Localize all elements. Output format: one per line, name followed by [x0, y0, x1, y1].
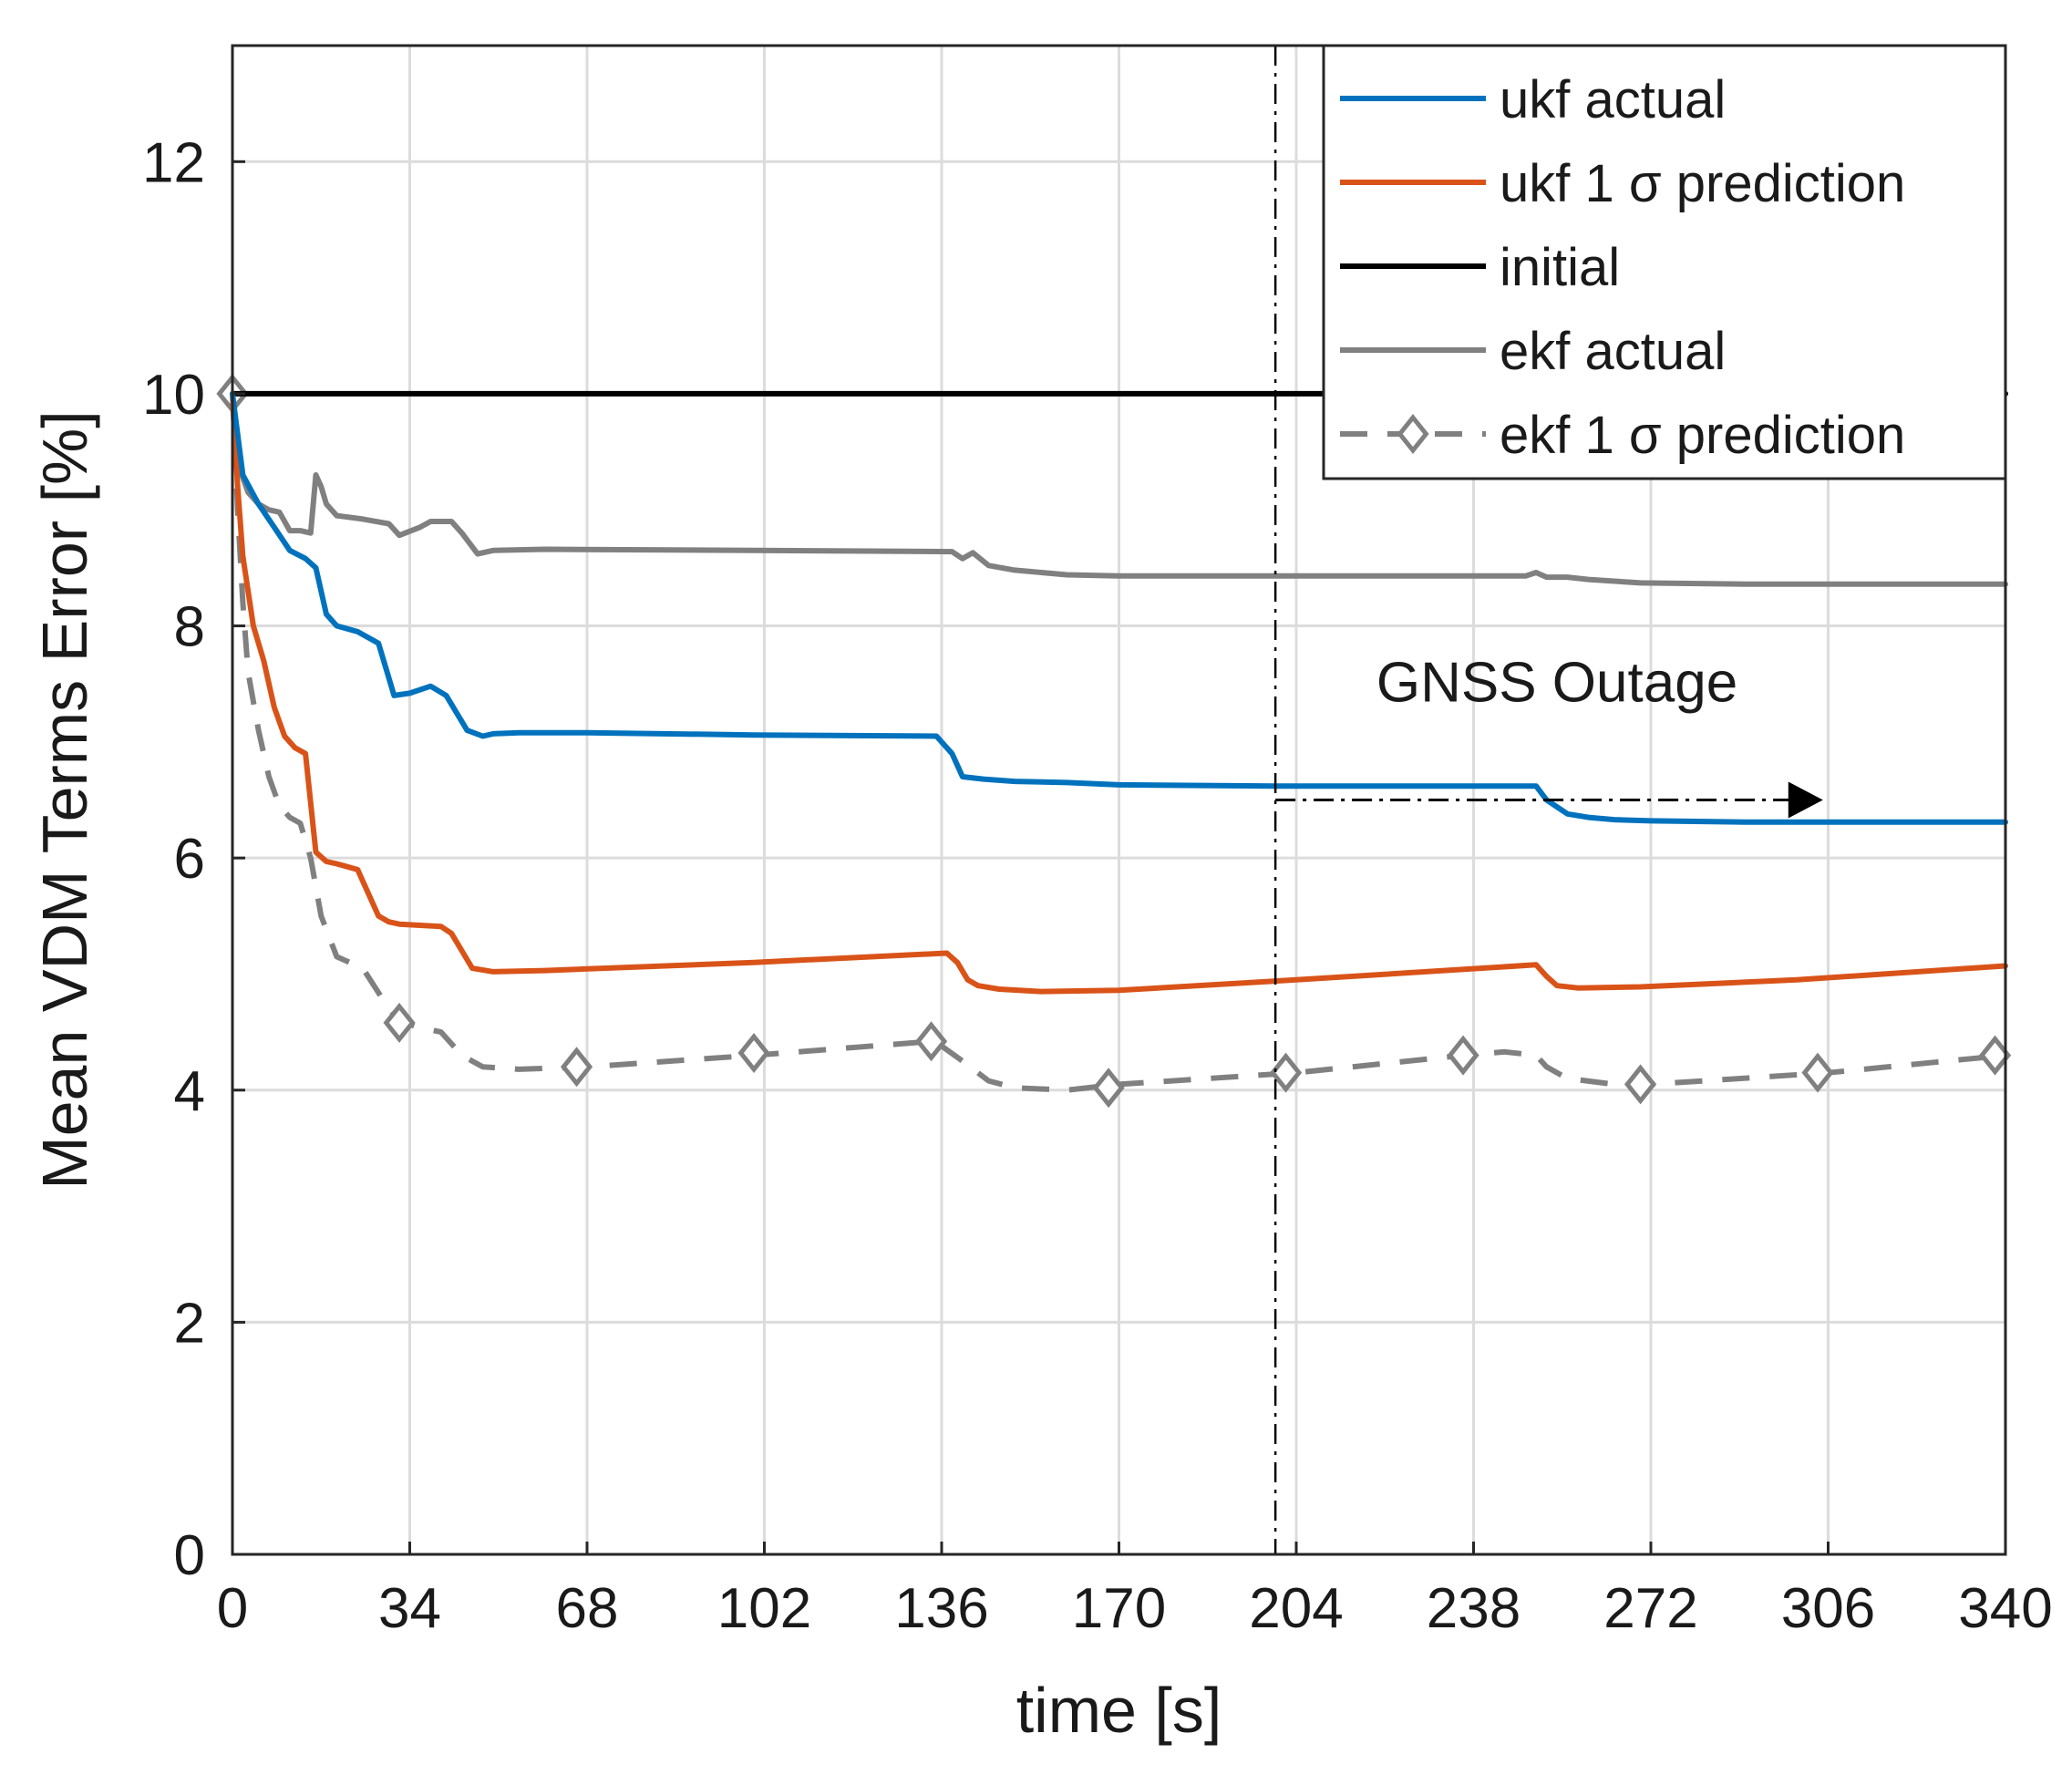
- y-tick-label: 0: [174, 1524, 205, 1587]
- series-marker-ekf-1-prediction: [1092, 1068, 1125, 1109]
- legend-label-ukf-1-prediction: ukf 1 σ prediction: [1500, 154, 1905, 213]
- series-line-ukf-actual: [230, 390, 2008, 825]
- legend-label-ekf-1-prediction: ekf 1 σ prediction: [1500, 406, 1905, 465]
- legend-label-ekf-actual: ekf actual: [1500, 322, 1726, 381]
- y-tick-label: 4: [174, 1060, 205, 1123]
- x-tick-label: 306: [1781, 1577, 1875, 1640]
- series-layer: [216, 373, 2012, 1109]
- x-tick-label: 34: [378, 1577, 441, 1640]
- x-tick-label: 238: [1427, 1577, 1520, 1640]
- legend-box: [1322, 44, 2007, 480]
- y-tick-label: 2: [174, 1292, 205, 1355]
- series-line-ekf-actual: [230, 390, 2008, 587]
- y-axis-label: Mean VDM Terms Error [%]: [29, 410, 100, 1189]
- gnss-outage-label: GNSS Outage: [1376, 651, 1737, 714]
- x-tick-label: 0: [217, 1577, 248, 1640]
- legend: ukf actual ukf 1 σ prediction initial ekf a…: [1322, 44, 2007, 480]
- series-line-ekf-1-prediction: [230, 393, 2006, 1093]
- y-tick-label: 10: [142, 364, 205, 427]
- series-marker-ekf-1-prediction: [1269, 1052, 1303, 1093]
- series-marker-ekf-1-prediction: [383, 1002, 416, 1043]
- series-marker-ekf-1-prediction: [1801, 1052, 1834, 1093]
- series-marker-ekf-1-prediction: [737, 1033, 770, 1074]
- x-tick-label: 170: [1072, 1577, 1166, 1640]
- x-tick-label: 136: [894, 1577, 988, 1640]
- x-tick-label: 272: [1603, 1577, 1697, 1640]
- x-tick-label: 204: [1249, 1577, 1343, 1640]
- x-tick-label: 102: [717, 1577, 811, 1640]
- legend-label-initial: initial: [1500, 238, 1620, 297]
- x-tick-label: 68: [556, 1577, 619, 1640]
- x-tick-label: 340: [1958, 1577, 2052, 1640]
- series-marker-ekf-1-prediction: [914, 1021, 948, 1062]
- legend-label-ukf-actual: ukf actual: [1500, 70, 1726, 129]
- outage-arrow-head: [1788, 781, 1823, 819]
- x-axis-label: time [s]: [1016, 1675, 1222, 1746]
- y-tick-label: 8: [174, 596, 205, 659]
- series-marker-ekf-1-prediction: [1978, 1035, 2012, 1076]
- legend-marker-ekf-1-prediction: [1397, 413, 1429, 455]
- series-marker-ekf-1-prediction: [1447, 1035, 1479, 1076]
- y-tick-label: 6: [174, 828, 205, 891]
- series-line-ukf-1-prediction: [230, 390, 2008, 995]
- series-marker-ekf-1-prediction: [1624, 1064, 1657, 1105]
- series-marker-ekf-1-prediction: [560, 1047, 593, 1088]
- y-tick-label: 12: [142, 131, 205, 194]
- annotation-layer: GNSS Outage: [1273, 46, 1823, 1554]
